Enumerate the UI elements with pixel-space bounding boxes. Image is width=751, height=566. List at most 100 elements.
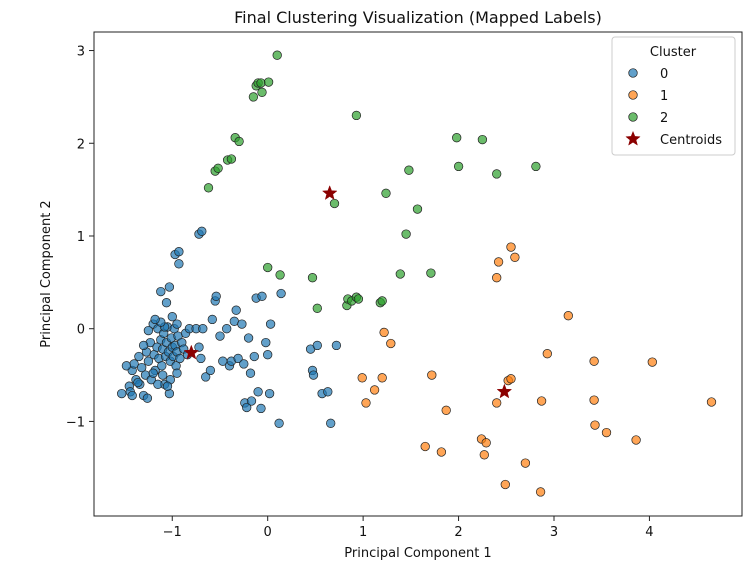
cluster-0-point [175,353,185,364]
series-centroids [183,185,513,399]
cluster-2-point [531,161,541,172]
cluster-2-point [395,269,405,279]
cluster-1-point [506,374,516,384]
cluster-0-point [211,291,221,301]
cluster-0-point [201,372,211,382]
cluster-0-point [134,351,144,362]
cluster-1-point [631,435,641,445]
cluster-1-point [479,450,489,460]
cluster-1-point [377,373,387,383]
cluster-0-point [138,340,149,351]
cluster-0-point [117,388,127,399]
cluster-2-point [263,262,273,273]
legend-marker [625,130,641,146]
cluster-0-point [172,319,182,329]
centroid-star [496,383,513,399]
cluster-1-point [506,242,516,252]
cluster-2-point [452,133,462,143]
axes-frame [93,31,743,517]
cluster-0-point [161,298,172,308]
cluster-0-point [312,340,322,351]
legend-entry: 0 [660,67,668,82]
cluster-1-point [535,487,546,497]
cluster-2-point [351,110,362,121]
legend-title: Cluster [650,45,697,60]
cluster-0-point [245,368,256,378]
legend: Cluster 0 1 2 Centroids [611,36,736,156]
cluster-0-point [242,402,252,413]
cluster-0-point [148,368,158,378]
centroid-star [321,185,338,200]
cluster-1-point [500,479,510,490]
cluster-0-point [207,314,217,325]
cluster-0-point [261,337,271,348]
cluster-0-point [196,353,206,364]
cluster-0-point [222,324,232,334]
cluster-0-point [174,247,184,257]
cluster-1-point [492,273,502,283]
cluster-0-point [308,370,319,380]
y-axis-label: Principal Component 2 [39,200,54,347]
series-1 [357,242,717,497]
x-tick-label: 2 [454,525,462,540]
cluster-1-point [369,385,380,395]
cluster-2-point [404,165,414,175]
cluster-1-point [536,396,547,406]
cluster-1-point [386,338,396,349]
legend-entry: 2 [660,111,668,126]
cluster-0-point [331,340,342,351]
x-axis-label: Principal Component 1 [344,546,491,561]
cluster-1-point [357,373,367,383]
cluster-2-point [275,270,285,280]
cluster-1-point [427,370,437,380]
legend-marker [628,68,638,78]
cluster-0-point [158,370,168,380]
x-tick-label: 4 [645,525,653,540]
cluster-0-point [194,342,204,352]
cluster-1-point [589,356,599,366]
cluster-0-point [215,331,225,341]
cluster-2-point [256,78,266,88]
cluster-0-point [264,388,275,399]
cluster-0-point [323,387,333,397]
cluster-0-point [167,312,177,322]
cluster-1-point [542,349,552,359]
cluster-0-point [326,418,336,428]
cluster-2-point [234,136,244,147]
y-tick-label: 0 [77,323,85,338]
chart-title: Final Clustering Visualization (Mapped L… [234,8,602,27]
cluster-0-point [237,319,247,329]
cluster-2-point [248,92,259,102]
cluster-2-point [272,50,282,60]
cluster-1-point [563,311,573,321]
cluster-1-point [510,252,520,262]
cluster-1-point [436,447,447,457]
cluster-0-point [153,379,163,389]
cluster-0-point [274,418,284,428]
cluster-0-point [265,319,276,329]
cluster-1-point [590,420,600,430]
cluster-2-point [492,169,502,179]
legend-marker [628,112,638,122]
legend-entry: 1 [660,89,668,104]
cluster-2-point [401,229,411,239]
cluster-2-point [213,163,223,173]
cluster-1-point [706,397,717,407]
cluster-1-point [601,427,612,438]
cluster-0-point [243,333,254,343]
cluster-0-point [197,226,207,236]
y-tick-label: 1 [77,230,85,245]
cluster-2-point [381,188,391,198]
x-tick-label: 1 [359,525,367,540]
x-tick-label: 0 [264,525,272,540]
cluster-0-point [142,393,153,403]
cluster-2-point [226,154,237,164]
cluster-0-point [174,259,184,269]
cluster-0-point [257,291,267,301]
x-axis: −1 0 1 2 3 4 [163,516,654,540]
cluster-2-point [257,87,267,97]
legend-box [611,36,736,156]
plot-area [117,50,717,497]
cluster-2-point [477,134,488,145]
